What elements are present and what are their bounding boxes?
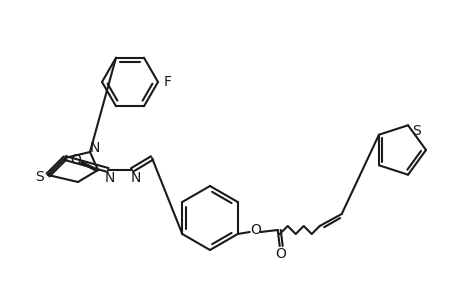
- Text: N: N: [90, 141, 100, 155]
- Text: N: N: [130, 171, 141, 185]
- Text: O: O: [70, 153, 81, 167]
- Text: O: O: [250, 223, 261, 237]
- Text: F: F: [164, 75, 172, 89]
- Text: S: S: [35, 170, 44, 184]
- Text: O: O: [274, 247, 285, 261]
- Text: N: N: [105, 171, 115, 185]
- Text: S: S: [411, 124, 420, 138]
